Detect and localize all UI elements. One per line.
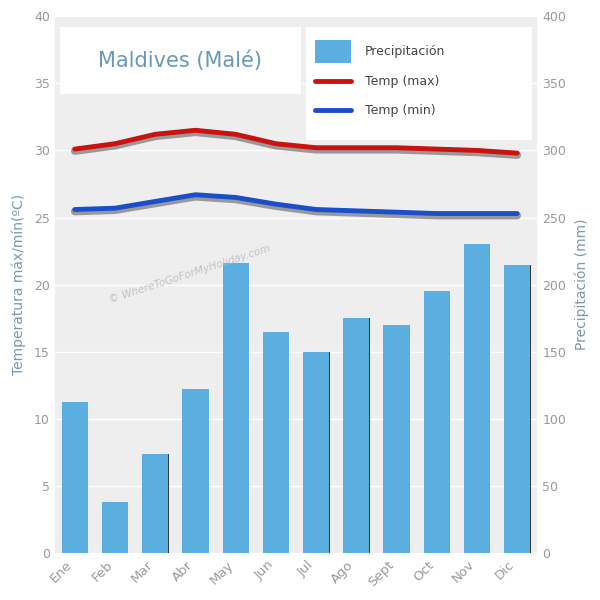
Bar — [464, 244, 490, 553]
Bar — [62, 401, 88, 553]
Bar — [164, 454, 169, 553]
Y-axis label: Precipitación (mm): Precipitación (mm) — [574, 219, 589, 350]
Bar — [223, 263, 249, 553]
Bar — [102, 502, 128, 553]
Bar — [325, 352, 329, 553]
Bar — [526, 265, 530, 553]
Bar — [365, 319, 370, 553]
Bar — [445, 292, 450, 553]
Y-axis label: Temperatura máx/mín(ºC): Temperatura máx/mín(ºC) — [11, 194, 26, 375]
Bar — [343, 319, 370, 553]
Bar — [263, 332, 289, 553]
Bar — [284, 332, 289, 553]
Bar — [124, 502, 128, 553]
Bar — [83, 401, 88, 553]
Bar — [182, 389, 209, 553]
Bar — [405, 325, 410, 553]
Bar — [142, 454, 169, 553]
Text: © WhereToGoForMyHoliday.com: © WhereToGoForMyHoliday.com — [108, 243, 272, 305]
Bar — [424, 292, 450, 553]
Bar — [504, 265, 530, 553]
Bar — [244, 263, 249, 553]
Bar — [204, 389, 209, 553]
Bar — [485, 244, 490, 553]
Bar — [303, 352, 329, 553]
Bar — [383, 325, 410, 553]
